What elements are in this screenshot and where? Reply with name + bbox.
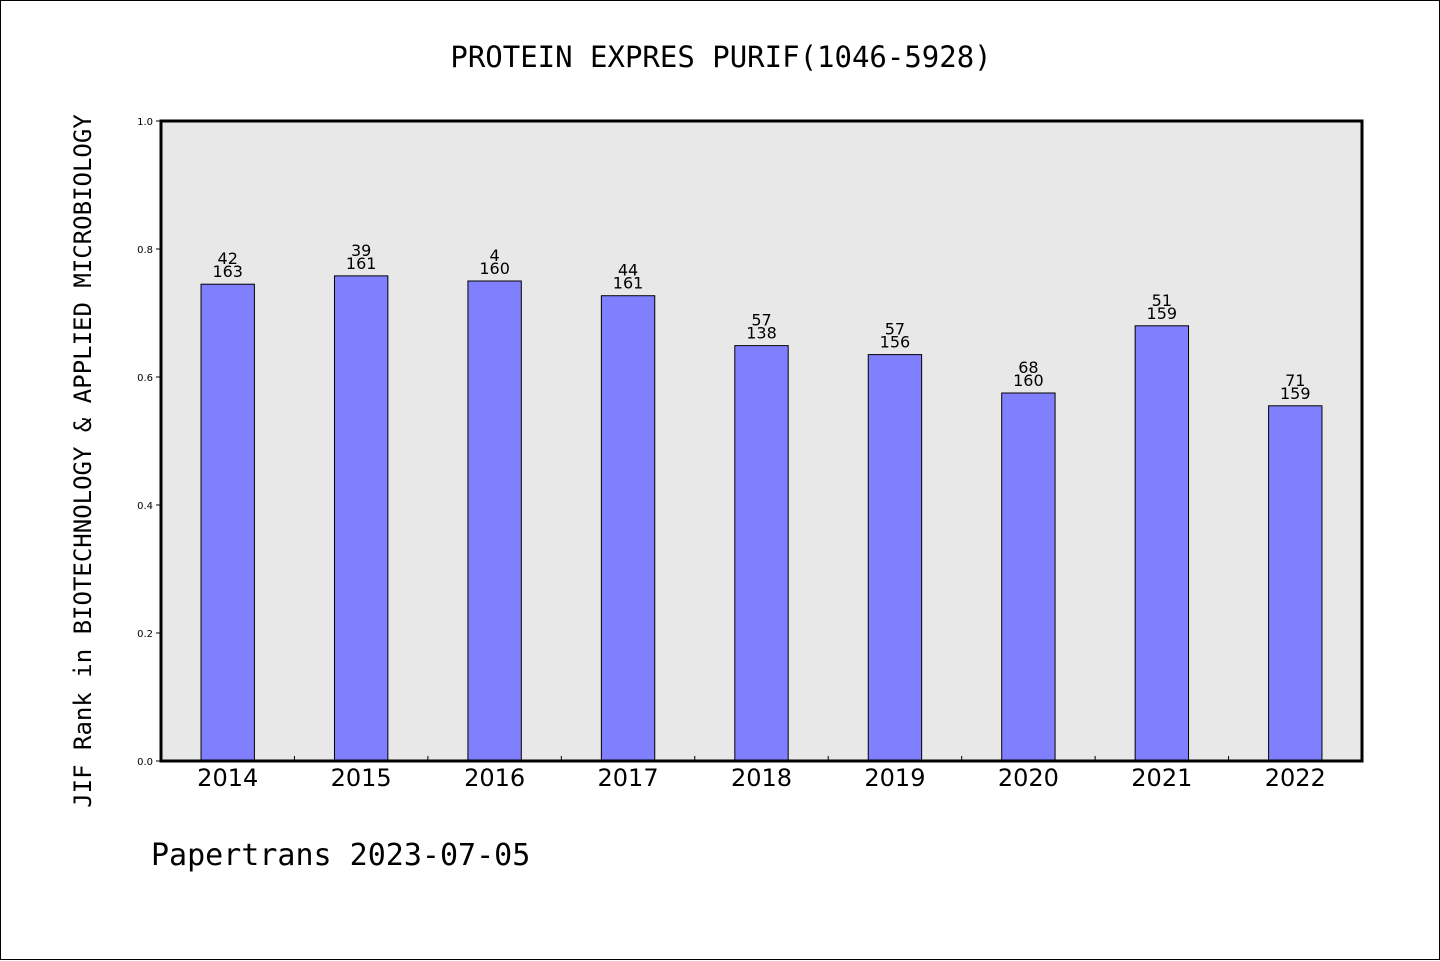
x-tick-label: 2018 bbox=[731, 764, 792, 792]
bar bbox=[1134, 325, 1190, 762]
bar-rank-label: 42 bbox=[218, 249, 238, 268]
y-axis-ticks: 0.0 0.2 0.4 0.6 0.8 1.0 bbox=[137, 117, 161, 768]
bar-rank-label: 51 bbox=[1152, 291, 1172, 310]
bar bbox=[467, 280, 522, 762]
x-tick-label: 2015 bbox=[331, 764, 392, 792]
x-tick-label: 2022 bbox=[1265, 764, 1326, 792]
bar-total-label: 159 bbox=[1280, 384, 1311, 403]
bar-rank-label: 71 bbox=[1285, 371, 1305, 390]
plot-frame bbox=[159, 119, 1364, 763]
bar bbox=[1001, 392, 1056, 762]
bar-total-label: 161 bbox=[346, 254, 377, 273]
footer-watermark: Papertrans 2023-07-05 bbox=[151, 838, 530, 873]
x-tick-label: 2019 bbox=[864, 764, 925, 792]
x-tick-label: 2020 bbox=[998, 764, 1059, 792]
x-axis-ticks: 2014 2015 2016 2017 2018 2019 2020 2021 2022 bbox=[197, 756, 1326, 792]
bar-total-label: 161 bbox=[613, 274, 644, 293]
bar-total-label: 163 bbox=[212, 262, 243, 281]
bar bbox=[200, 283, 255, 762]
bar bbox=[867, 354, 923, 762]
y-tick-label: 1.0 bbox=[137, 117, 153, 128]
x-tick-label: 2021 bbox=[1131, 764, 1192, 792]
bar-rank-label: 57 bbox=[751, 311, 771, 330]
bar-total-label: 156 bbox=[880, 333, 911, 352]
bar-rank-label: 57 bbox=[885, 320, 905, 339]
x-tick-label: 2016 bbox=[464, 764, 525, 792]
bar-rank-label: 4 bbox=[490, 246, 500, 265]
x-tick-label: 2014 bbox=[197, 764, 258, 792]
bar bbox=[734, 345, 789, 762]
bar-rank-label: 39 bbox=[351, 241, 371, 260]
x-tick-label: 2017 bbox=[598, 764, 659, 792]
bar-total-label: 138 bbox=[746, 324, 777, 343]
y-tick-label: 0.2 bbox=[137, 629, 153, 640]
bar-rank-label: 68 bbox=[1018, 358, 1038, 377]
bar-rank-label: 44 bbox=[618, 261, 638, 280]
bar-total-label: 159 bbox=[1147, 304, 1178, 323]
y-tick-label: 0.6 bbox=[137, 373, 153, 384]
bar bbox=[333, 275, 389, 762]
chart-title: PROTEIN EXPRES PURIF(1046-5928) bbox=[450, 40, 991, 74]
bar-total-label: 160 bbox=[1013, 371, 1044, 390]
y-tick-label: 0.4 bbox=[137, 501, 153, 512]
y-tick-label: 0.8 bbox=[137, 245, 153, 256]
bar-total-label: 160 bbox=[479, 259, 510, 278]
y-axis-label: JIF Rank in BIOTECHNOLOGY & APPLIED MICR… bbox=[69, 114, 97, 808]
bar bbox=[1268, 405, 1323, 762]
y-tick-label: 0.0 bbox=[137, 757, 153, 768]
bar bbox=[600, 295, 656, 762]
